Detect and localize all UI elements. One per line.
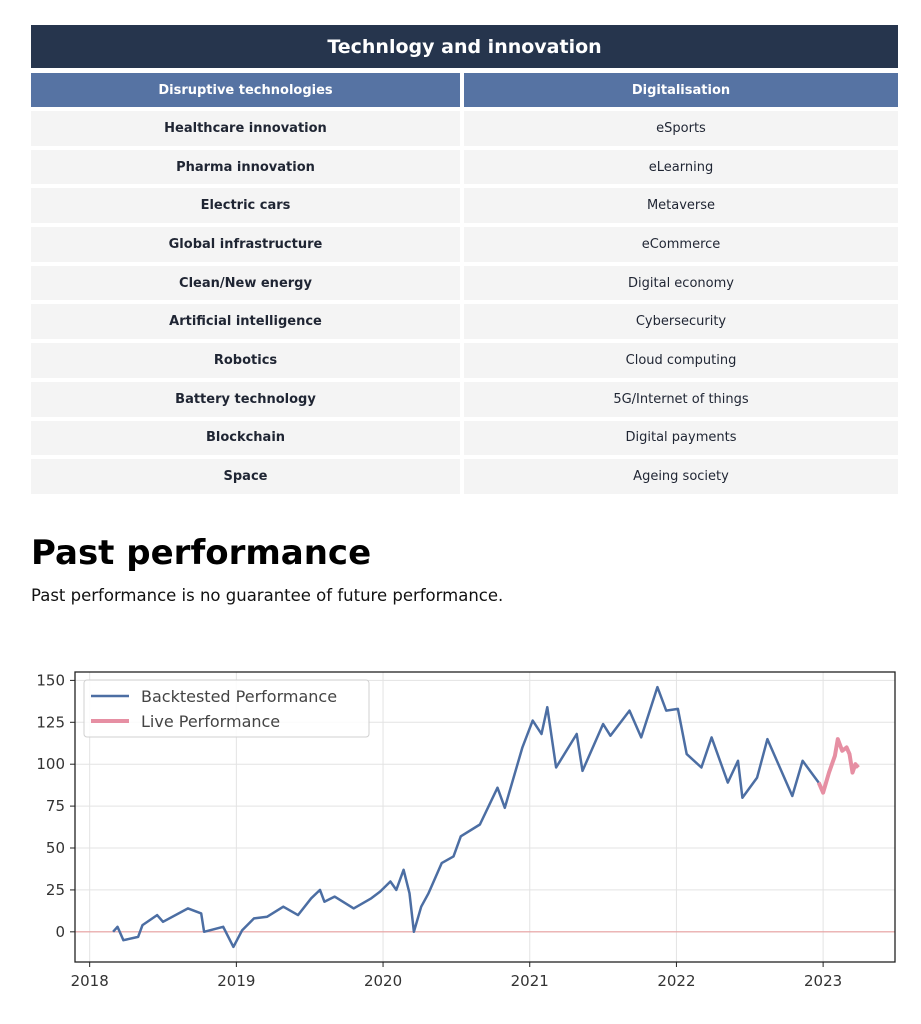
table-cell: Global infrastructure (31, 227, 460, 262)
table-cell: eCommerce (464, 227, 898, 262)
x-tick-label: 2021 (511, 972, 549, 990)
table-cell: Metaverse (464, 188, 898, 224)
column-header-digitalisation: Digitalisation (464, 73, 898, 107)
live-performance-line (816, 737, 860, 795)
table-cell: Blockchain (31, 420, 460, 456)
y-tick-label: 50 (46, 839, 65, 857)
y-tick-label: 25 (46, 881, 65, 899)
table-cell: Artificial intelligence (31, 304, 460, 340)
table-cell: Battery technology (31, 381, 460, 417)
y-tick-label: 125 (36, 713, 65, 731)
column-header-disruptive: Disruptive technologies (31, 73, 460, 107)
performance-chart: 2018 2019 2020 2021 2022 2023 0 25 50 75 100 125 150… (36, 671, 896, 990)
backtested-performance-line (112, 685, 820, 949)
plot-frame (74, 671, 896, 963)
y-tick-label: 0 (55, 923, 65, 941)
x-tick-label: 2018 (71, 972, 109, 990)
section-subtitle: Past performance is no guarantee of futu… (31, 586, 504, 605)
table-title: Technlogy and innovation (31, 25, 898, 68)
section-title: Past performance (31, 533, 372, 573)
legend-label: Backtested Performance (141, 687, 337, 706)
table-cell: Pharma innovation (31, 149, 460, 185)
table-cell: eLearning (464, 149, 898, 185)
legend-label: Live Performance (141, 712, 280, 731)
table-cell: Healthcare innovation (31, 111, 460, 146)
x-tick-label: 2023 (804, 972, 842, 990)
x-tick-label: 2020 (364, 972, 402, 990)
table-cell: Digital economy (464, 265, 898, 301)
y-tick-label: 100 (36, 755, 65, 773)
table-cell: Electric cars (31, 188, 460, 224)
table-cell: Robotics (31, 343, 460, 378)
table-cell: Digital payments (464, 420, 898, 456)
x-tick-label: 2019 (217, 972, 255, 990)
table-cell: eSports (464, 111, 898, 146)
table-cell: Cloud computing (464, 343, 898, 378)
table-cell: Cybersecurity (464, 304, 898, 340)
table-cell: 5G/Internet of things (464, 381, 898, 417)
x-tick-label: 2022 (657, 972, 695, 990)
y-tick-label: 150 (36, 671, 65, 689)
legend-box (83, 679, 370, 738)
themes-table: Disruptive technologies Digitalisation H… (31, 73, 898, 494)
y-tick-label: 75 (46, 797, 65, 815)
table-cell: Ageing society (464, 459, 898, 494)
table-cell: Space (31, 459, 460, 494)
table-cell: Clean/New energy (31, 265, 460, 301)
